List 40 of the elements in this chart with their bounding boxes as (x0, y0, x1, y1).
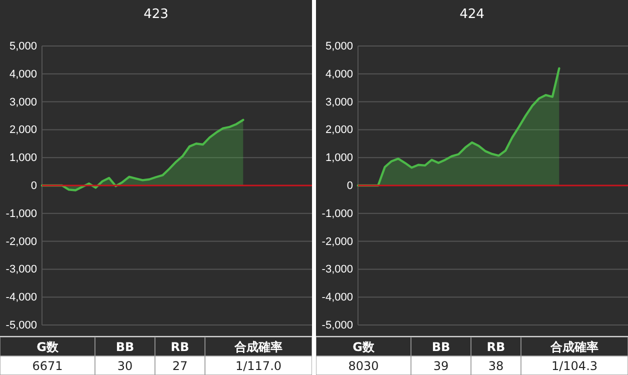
y-tick-label: 3,000 (9, 96, 37, 108)
text: 6671 (32, 359, 63, 373)
y-tick-label: 3,000 (325, 96, 353, 108)
y-tick-label: 2,000 (9, 124, 37, 136)
y-tick-label: 5,000 (9, 40, 37, 53)
y-tick-label: -4,000 (6, 292, 37, 304)
y-tick-label: 4,000 (9, 68, 37, 80)
y-tick-label: 1,000 (325, 152, 353, 164)
text: RB (486, 340, 506, 354)
text: 38 (488, 359, 504, 373)
y-tick-label: 1,000 (9, 152, 37, 164)
text: BB (116, 340, 134, 354)
y-tick-label: -5,000 (322, 320, 353, 332)
text: BB (432, 340, 450, 354)
text: 合成確率 (234, 340, 282, 354)
y-tick-label: 2,000 (325, 124, 353, 136)
y-tick-label: -3,000 (6, 264, 37, 276)
text: 1/104.3 (551, 359, 598, 373)
text: G数 (36, 340, 60, 354)
text: 8030 (348, 359, 379, 373)
text: 合成確率 (550, 340, 598, 354)
y-tick-label: -2,000 (6, 236, 37, 248)
y-tick-label: 0 (30, 180, 37, 192)
chart-title: 424 (460, 7, 484, 22)
text: 39 (433, 359, 449, 373)
y-tick-label: 0 (346, 180, 353, 192)
text: 1/117.0 (235, 359, 282, 373)
y-tick-label: -3,000 (322, 264, 353, 276)
y-tick-label: 5,000 (325, 40, 353, 53)
text: 30 (117, 359, 133, 373)
chart-title: 423 (144, 7, 168, 22)
y-tick-label: -1,000 (6, 208, 37, 220)
y-tick-label: -2,000 (322, 236, 353, 248)
y-tick-label: -1,000 (322, 208, 353, 220)
y-tick-label: -5,000 (6, 320, 37, 332)
text: G数 (352, 340, 376, 354)
y-tick-label: -4,000 (322, 292, 353, 304)
y-tick-label: 4,000 (325, 68, 353, 80)
text: RB (170, 340, 190, 354)
text: 27 (172, 359, 188, 373)
